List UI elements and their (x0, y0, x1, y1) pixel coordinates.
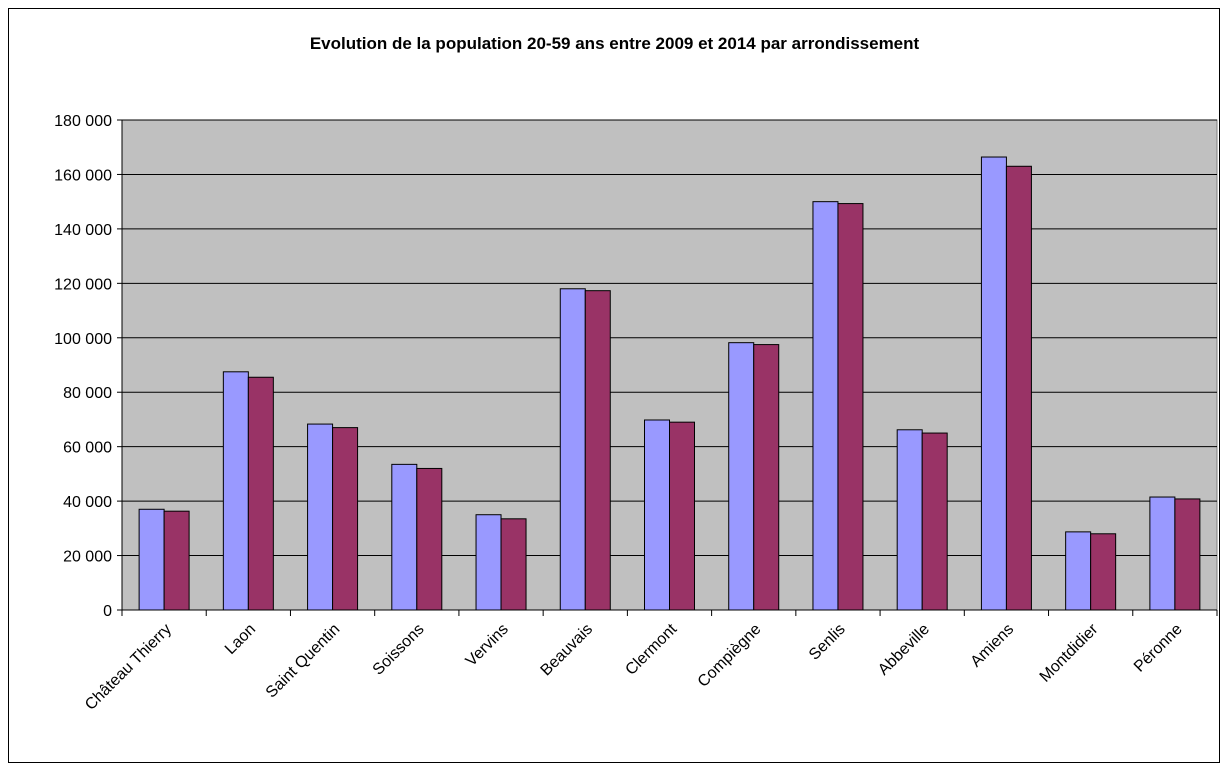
x-tick-label: Abbeville (875, 621, 933, 679)
bar-series-2 (837, 203, 864, 611)
bar-series-2 (163, 510, 190, 611)
y-tick-label: 160 000 (54, 167, 112, 184)
x-tick-label: Amiens (967, 621, 1017, 671)
bar-series-2 (753, 344, 780, 611)
x-tick-label: Péronne (1131, 621, 1186, 676)
bar-series-2 (1090, 533, 1117, 611)
bar-series-1 (980, 156, 1007, 611)
bar-series-2 (669, 421, 695, 611)
bar-series-1 (391, 463, 418, 611)
bar-series-1 (307, 423, 334, 611)
chart-title: Evolution de la population 20-59 ans ent… (309, 34, 920, 53)
bar-series-1 (1065, 531, 1092, 611)
x-tick-label: Laon (222, 621, 259, 658)
x-tick-label: Soissons (370, 621, 428, 679)
y-tick-label: 80 000 (63, 385, 112, 402)
y-tick-label: 120 000 (54, 276, 112, 293)
bar-series-2 (1174, 498, 1201, 611)
bar-series-1 (475, 514, 502, 611)
x-tick-label: Saint Quentin (263, 621, 344, 702)
x-tick-label: Château Thierry (82, 621, 175, 714)
bar-series-2 (247, 376, 274, 611)
bar-series-2 (1005, 165, 1032, 611)
bar-series-1 (222, 371, 249, 611)
y-tick-label: 0 (103, 603, 112, 620)
bar-series-1 (1149, 496, 1176, 611)
bar-series-1 (896, 429, 923, 611)
bar-series-1 (728, 342, 755, 611)
x-tick-label: Compiègne (695, 621, 765, 691)
y-tick-label: 100 000 (54, 331, 112, 348)
x-tick-label: Vervins (463, 621, 512, 670)
x-tick-label: Beauvais (538, 621, 597, 680)
bar-series-1 (559, 288, 586, 611)
bar-series-2 (332, 427, 359, 611)
y-tick-label: 20 000 (63, 549, 112, 566)
x-axis-ticks: Château Thierry Laon Saint Quentin Soissons… (82, 610, 1218, 714)
x-tick-label: Senlis (806, 621, 849, 664)
bar-series-1 (812, 201, 839, 611)
bar-series-1 (138, 508, 165, 611)
x-tick-label: Montdidier (1037, 620, 1102, 685)
bar-series-1 (644, 419, 670, 611)
bar-series-2 (921, 432, 948, 611)
x-tick-label: Clermont (622, 620, 680, 678)
bar-series-2 (584, 290, 611, 611)
axes (121, 120, 1217, 611)
bars (138, 156, 1201, 611)
bar-series-2 (500, 518, 527, 611)
y-tick-label: 140 000 (54, 222, 112, 239)
y-tick-label: 180 000 (54, 113, 112, 130)
y-axis-ticks: 0 20 000 40 000 60 000 80 000 100 000 120 000 1… (54, 113, 122, 620)
y-tick-label: 40 000 (63, 494, 112, 511)
y-tick-label: 60 000 (63, 440, 112, 457)
bar-series-2 (416, 467, 443, 611)
